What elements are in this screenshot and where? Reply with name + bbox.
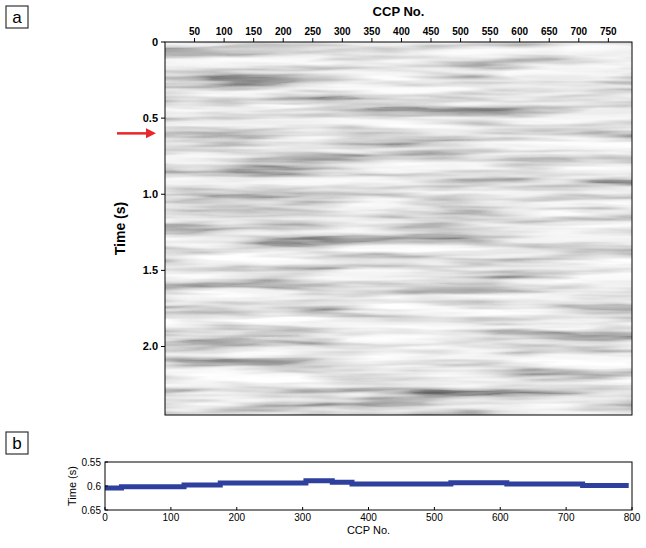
x-tick <box>170 507 171 510</box>
x-tick <box>608 38 609 42</box>
x-tick-label: 200 <box>228 512 245 523</box>
y-tick <box>105 486 108 487</box>
arrow-head <box>146 128 156 138</box>
y-tick-label: 0 <box>152 36 158 48</box>
y-axis-title: Time (s) <box>112 202 128 255</box>
x-tick-label: 100 <box>216 26 233 37</box>
y-tick <box>161 42 165 43</box>
y-tick <box>161 270 165 271</box>
x-tick <box>632 507 633 510</box>
arrow-shaft <box>117 132 148 135</box>
x-tick-label: 600 <box>492 512 509 523</box>
x-tick-label: 200 <box>275 26 292 37</box>
y-tick <box>161 346 165 347</box>
x-tick <box>371 38 372 42</box>
x-tick <box>342 38 343 42</box>
y-tick-label: 1.0 <box>143 188 158 200</box>
x-tick <box>194 38 195 42</box>
y-tick <box>105 462 108 463</box>
x-tick <box>431 38 432 42</box>
x-tick <box>566 507 567 510</box>
x-axis-title: CCP No. <box>347 524 390 536</box>
x-tick <box>283 38 284 42</box>
y-tick-label: 0.55 <box>82 457 102 468</box>
seismic-image <box>165 42 632 415</box>
x-tick-label: 450 <box>423 26 440 37</box>
y-tick-label: 0.5 <box>143 112 158 124</box>
x-tick-label: 600 <box>511 26 528 37</box>
x-tick <box>401 38 402 42</box>
x-tick <box>578 38 579 42</box>
x-tick <box>236 507 237 510</box>
frame <box>165 42 632 415</box>
plot-area <box>105 481 629 488</box>
x-tick-label: 750 <box>600 26 617 37</box>
y-tick <box>161 194 165 195</box>
x-tick-label: 0 <box>102 512 108 523</box>
x-tick-label: 50 <box>189 26 201 37</box>
x-tick <box>368 507 369 510</box>
x-tick <box>460 38 461 42</box>
x-tick-label: 300 <box>294 512 311 523</box>
x-tick <box>434 507 435 510</box>
y-axis-title: Time (s) <box>66 466 78 506</box>
x-tick-label: 400 <box>360 512 377 523</box>
figure: a 50 100 150 200 250 300 350 400 450 500 550 600 650 7… <box>0 0 646 548</box>
x-tick-label: 550 <box>482 26 499 37</box>
frame <box>105 462 632 510</box>
arrow <box>117 128 156 138</box>
x-tick-label: 500 <box>426 512 443 523</box>
y-tick-label: 0.65 <box>82 505 102 516</box>
x-tick-label: 100 <box>163 512 180 523</box>
x-tick <box>302 507 303 510</box>
x-tick <box>490 38 491 42</box>
x-tick <box>519 38 520 42</box>
panel-label: a <box>12 8 22 27</box>
y-tick-label: 1.5 <box>143 264 158 276</box>
x-tick-label: 350 <box>364 26 381 37</box>
x-tick <box>253 38 254 42</box>
x-tick <box>312 38 313 42</box>
x-tick-label: 500 <box>452 26 469 37</box>
x-tick-label: 650 <box>541 26 558 37</box>
x-tick-label: 150 <box>245 26 262 37</box>
x-tick-label: 300 <box>334 26 351 37</box>
x-tick <box>549 38 550 42</box>
x-tick <box>500 507 501 510</box>
panel-box <box>6 432 28 454</box>
y-tick <box>161 118 165 119</box>
x-tick-label: 700 <box>558 512 575 523</box>
x-tick <box>224 38 225 42</box>
x-axis-title: CCP No. <box>373 4 425 19</box>
x-tick-label: 250 <box>304 26 321 37</box>
y-tick-label: 0.6 <box>87 481 101 492</box>
plot-area <box>165 42 632 415</box>
x-tick-label: 400 <box>393 26 410 37</box>
data-line <box>105 481 629 488</box>
y-tick <box>105 510 108 511</box>
y-tick-label: 2.0 <box>143 340 158 352</box>
panel-label: b <box>12 434 21 453</box>
x-tick-label: 800 <box>624 512 641 523</box>
x-tick-label: 700 <box>570 26 587 37</box>
panel-box <box>6 6 28 28</box>
